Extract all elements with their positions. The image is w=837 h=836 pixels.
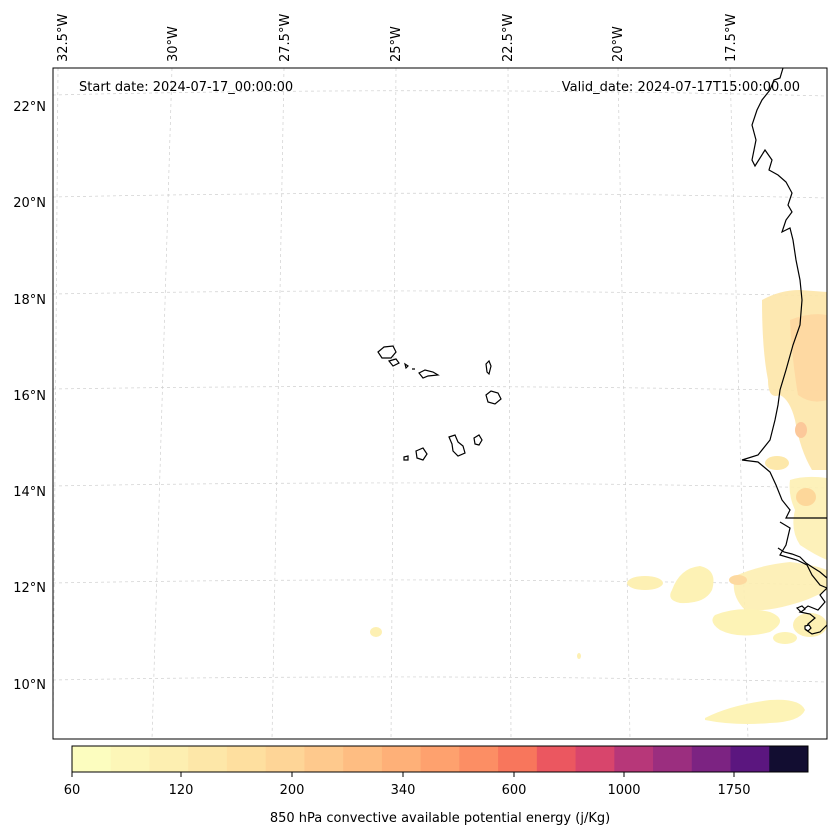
colorbar-frame [71, 745, 809, 773]
gridline-lat-12 [52, 579, 828, 586]
island-santiago [448, 434, 466, 457]
colorbar-tick-label-340: 340 [391, 783, 416, 798]
colorbar-swatch [691, 746, 732, 772]
colorbar-swatch [265, 746, 305, 772]
colorbar-tick-label-60: 60 [64, 783, 81, 798]
cape-area-guinea [733, 562, 827, 611]
cape-area-gambia-peak [796, 488, 816, 506]
colorbar-swatch [420, 746, 460, 772]
cape-area-south [705, 699, 805, 724]
cape-area-sierra-leone [793, 613, 827, 637]
coastline-guinea-bissau [777, 547, 828, 579]
colorbar-swatch [381, 746, 422, 772]
colorbar-swatch [575, 746, 615, 772]
gridline-lat-10 [52, 676, 828, 683]
coastline-west-africa-south [798, 587, 828, 635]
gridline-lon-22-5 [507, 67, 512, 740]
colorbar-tick-label-1000: 1000 [607, 783, 640, 798]
lat-label-18n: 18°N [13, 293, 46, 308]
colorbar-tick-label-600: 600 [502, 783, 527, 798]
latitude-labels: 22°N 20°N 18°N 16°N 14°N 12°N 10°N [13, 100, 46, 693]
island-sal [485, 359, 492, 376]
colorbar-ticks [71, 772, 735, 777]
colorbar-swatch [653, 746, 693, 772]
gridline-lon-30 [151, 67, 173, 740]
lat-label-16n: 16°N [13, 389, 46, 404]
colorbar-swatches [72, 746, 809, 772]
colorbar-swatch [343, 746, 383, 772]
map-panel [52, 67, 828, 740]
gridline-lat-18 [52, 290, 828, 297]
cape-area-south-east-small [773, 632, 797, 644]
island-sao-vicente [387, 358, 400, 367]
island-brava [403, 455, 409, 461]
colorbar: 60 120 200 340 600 1000 1750 850 hPa con… [64, 745, 809, 826]
island-fogo [415, 447, 428, 461]
coastline-africa [741, 67, 828, 589]
valid-date-label: Valid_date: 2024-07-17T15:00:00.00 [562, 80, 800, 95]
gridline-lat-20 [52, 192, 828, 199]
colorbar-tick-label-1750: 1750 [717, 783, 750, 798]
lat-label-14n: 14°N [13, 485, 46, 500]
colorbar-swatch [769, 746, 809, 772]
cape-fill [370, 290, 827, 724]
colorbar-tick-label-200: 200 [280, 783, 305, 798]
colorbar-swatch [226, 746, 267, 772]
gridline-lon-32-5 [52, 67, 59, 740]
longitude-labels: 32.5°W 30°W 27.5°W 25°W 22.5°W 20°W 17.5… [56, 14, 739, 62]
gridline-lat-22 [52, 90, 828, 97]
map-frame [52, 67, 828, 740]
colorbar-tick-label-120: 120 [169, 783, 194, 798]
coastline [741, 67, 828, 635]
island-bijagos-1 [795, 605, 806, 613]
island-boa-vista [485, 390, 502, 405]
cape-area-small-centre [577, 653, 581, 659]
cape-area-south-east [712, 609, 780, 636]
cape-area-ocean-12n-west [627, 576, 663, 590]
colorbar-tick-labels: 60 120 200 340 600 1000 1750 [64, 783, 751, 798]
lat-label-12n: 12°N [13, 581, 46, 596]
colorbar-swatch [304, 746, 344, 772]
cape-verde-islands [377, 345, 502, 461]
colorbar-swatch [730, 746, 770, 772]
colorbar-swatch [459, 746, 499, 772]
gridline-lat-14 [52, 482, 828, 489]
map-background [53, 68, 827, 739]
cape-area-mauritania-core [790, 314, 827, 402]
island-santo-antao [377, 345, 397, 359]
colorbar-swatch [614, 746, 654, 772]
lon-label-20w: 20°W [611, 26, 626, 62]
cape-area-cape-verde-peninsula [765, 456, 789, 470]
island-maio [473, 434, 483, 446]
colorbar-swatch [110, 746, 150, 772]
colorbar-swatch [149, 746, 189, 772]
lon-label-25w: 25°W [389, 26, 404, 62]
lat-label-20n: 20°N [13, 196, 46, 211]
colorbar-swatch [72, 746, 112, 772]
island-santa-luzia [404, 362, 409, 370]
island-bijagos-2 [804, 624, 812, 632]
cape-area-ocean-12n [670, 566, 714, 604]
gridline-lon-20 [617, 67, 631, 740]
lon-label-32-5w: 32.5°W [56, 14, 71, 62]
gridline-lon-25 [390, 67, 397, 740]
lon-label-22-5w: 22.5°W [501, 14, 516, 62]
gridline-lat-16 [52, 386, 828, 392]
colorbar-label: 850 hPa convective available potential e… [270, 811, 610, 826]
lon-label-30w: 30°W [166, 26, 181, 62]
colorbar-swatch [498, 746, 538, 772]
lon-label-27-5w: 27.5°W [278, 14, 293, 62]
cape-area-small-west [370, 627, 382, 637]
colorbar-swatch [188, 746, 228, 772]
lon-label-17-5w: 17.5°W [724, 14, 739, 62]
gridline-lon-27-5 [271, 67, 285, 740]
start-date-label: Start date: 2024-07-17_00:00:00 [79, 80, 293, 95]
lat-label-10n: 10°N [13, 678, 46, 693]
lat-label-22n: 22°N [13, 100, 46, 115]
island-sao-nicolau [412, 368, 440, 379]
colorbar-swatch [536, 746, 577, 772]
cape-area-guinea-peak [729, 575, 747, 585]
cape-area-mauritania-peak [795, 422, 807, 438]
